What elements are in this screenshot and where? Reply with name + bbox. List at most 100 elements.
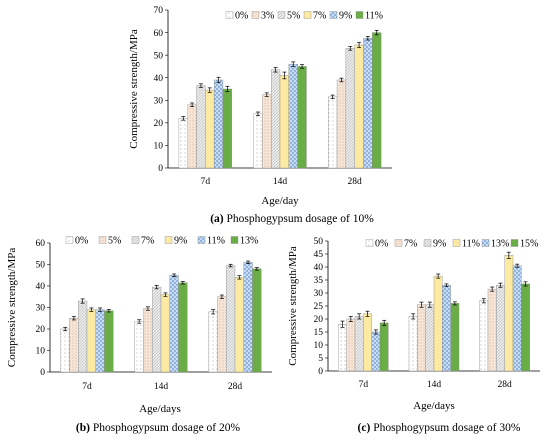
y-axis-title: Compressive strength/MPa [128,29,140,149]
figure-caption: (a) Phosphogypsum dosage of 10% [210,213,374,225]
y-tick-label: 40 [314,263,324,273]
bar [425,304,435,372]
caption-text: Phosphogypsum dosage of 20% [90,422,241,434]
legend-swatch [329,11,338,19]
bar [346,318,356,372]
bar [379,322,389,372]
y-tick-label: 50 [314,237,324,247]
bar [450,303,460,372]
legend-label: 0% [375,239,388,250]
bar [354,44,364,169]
bar [160,294,170,373]
legend-swatch [230,236,239,244]
y-tick-label: 10 [314,341,324,351]
legend-swatch [98,236,107,244]
bar [143,308,153,373]
bar [152,286,162,373]
bar [408,316,418,372]
legend-label: 3% [261,11,274,22]
y-axis-title: Compressive strength/MPa [6,248,18,368]
figure-caption: (b) Phosphogypsum dosage of 20% [76,422,241,434]
y-tick-label: 50 [154,51,164,61]
category-label: 28d [498,380,513,390]
bar [262,94,272,169]
y-tick-label: 30 [36,304,46,314]
bar [178,118,188,169]
y-tick-label: 40 [36,282,46,292]
y-tick-label: 20 [36,325,46,335]
legend-swatch [65,236,74,244]
bar [253,113,263,169]
caption-letter: (b) [76,422,90,434]
legend-label: 11% [365,11,383,22]
category-label: 7d [201,177,211,187]
y-tick-label: 60 [154,29,164,39]
legend-label: 11% [462,239,480,250]
y-tick-label: 0 [158,164,163,174]
bar [187,104,197,169]
x-axis-title: Age/day [261,195,299,207]
bar [213,79,224,169]
y-tick-label: 30 [314,289,324,299]
caption-letter: (c) [358,422,371,434]
legend-swatch [481,239,490,247]
bar [134,321,144,373]
legend-swatch [303,11,312,19]
bar [226,265,236,373]
bar [178,282,188,373]
bar [288,63,298,169]
bar [371,331,381,372]
bar [78,300,88,373]
bar [354,316,364,372]
legend-swatch [355,11,364,19]
bar [222,88,232,169]
chart-panel-0: 0 10 20 30 40 50 60 70 7d 14d 28d Compressive stren… [128,6,392,225]
bar [363,313,372,372]
bar [252,268,262,373]
bar [69,318,79,373]
y-tick-label: 35 [314,276,324,286]
y-tick-label: 0 [318,367,323,377]
legend-label: 7% [141,236,154,247]
category-label: 28d [228,382,243,392]
y-tick-label: 0 [40,368,45,378]
caption-text: Phosphogypsum dosage of 30% [370,422,521,434]
legend-label: 9% [339,11,352,22]
chart-panel-1: 0 10 20 30 40 50 60 7d 14d 28d Compressive strengt… [6,236,272,434]
y-tick-label: 20 [314,315,324,325]
bar [417,304,426,372]
legend-label: 13% [240,236,258,247]
bar [336,79,347,169]
bar [338,324,347,372]
y-tick-label: 70 [154,6,164,16]
category-label: 14d [273,177,288,187]
bar [243,262,253,373]
y-tick-label: 45 [314,250,324,260]
caption-text: Phosphogypsum dosage of 10% [224,213,375,225]
legend-label: 11% [207,236,225,247]
legend-swatch [277,11,286,19]
caption-letter: (a) [210,213,224,225]
bar [479,300,489,372]
legend-swatch [365,239,374,247]
y-tick-label: 30 [154,96,164,106]
y-tick-label: 40 [154,74,164,84]
category-label: 14d [427,380,442,390]
y-axis-title: Compressive strength/MPa [287,246,299,366]
category-label: 7d [359,380,369,390]
legend-label: 0% [235,11,248,22]
legend-swatch [394,239,403,247]
y-tick-label: 5 [318,354,323,364]
bar [512,265,522,372]
bar [496,285,505,372]
bar [279,75,290,169]
bar [60,328,70,373]
bar [363,38,373,169]
y-tick-label: 50 [36,261,46,271]
bar [86,309,96,373]
legend-label: 0% [75,236,88,247]
legend-label: 5% [287,11,300,22]
legend-swatch [197,236,206,244]
legend-label: 9% [174,236,187,247]
